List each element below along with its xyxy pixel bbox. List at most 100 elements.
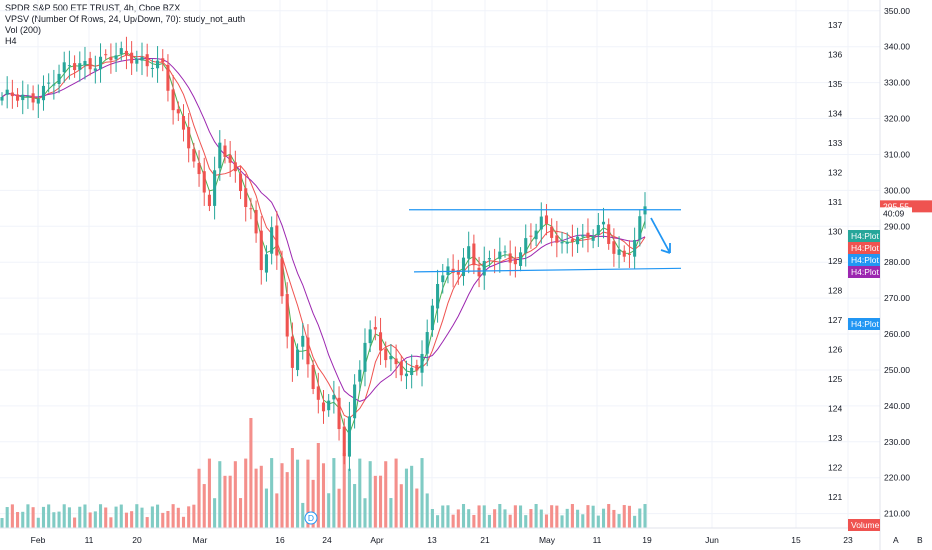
volume-bar: [441, 505, 445, 528]
candle: [290, 336, 294, 368]
candle: [373, 327, 377, 330]
candle: [270, 227, 274, 254]
volume-bar: [420, 458, 424, 528]
volume-bar: [622, 505, 626, 528]
candle: [296, 349, 300, 371]
log-toggle-b[interactable]: B: [917, 535, 923, 545]
candle: [259, 230, 263, 271]
volume-bar: [555, 505, 559, 528]
volume-bar: [529, 509, 533, 528]
volume-bar: [124, 512, 128, 528]
candle: [565, 242, 569, 244]
candle: [622, 250, 626, 257]
price-tick: 300.00: [884, 185, 910, 195]
volume-bar: [513, 505, 517, 528]
secondary-tick: 125: [828, 374, 842, 384]
volume-bar: [228, 475, 232, 528]
volume-bar: [342, 453, 346, 528]
candle: [363, 342, 367, 372]
volume-bar: [446, 505, 450, 528]
date-tick: Feb: [31, 535, 46, 545]
plot-label-bg: [848, 266, 880, 278]
candle: [21, 94, 25, 101]
secondary-tick: 126: [828, 345, 842, 355]
candle: [233, 162, 237, 172]
candle: [524, 238, 528, 253]
plot-label: H4:Plot: [851, 243, 880, 253]
secondary-tick: 132: [828, 168, 842, 178]
price-tick: 220.00: [884, 473, 910, 483]
candle: [156, 60, 160, 69]
secondary-tick: 127: [828, 315, 842, 325]
volume-bar: [93, 511, 97, 528]
volume-bar: [477, 505, 481, 528]
candle: [41, 85, 46, 101]
candle: [410, 367, 414, 376]
candle: [161, 58, 165, 63]
candle: [378, 332, 383, 351]
candle: [503, 251, 507, 253]
candle: [332, 395, 336, 400]
candle: [353, 384, 357, 419]
volume-bar: [47, 504, 51, 528]
countdown-label-bg: [880, 207, 912, 220]
price-tick: 250.00: [884, 365, 910, 375]
volume-bar: [601, 508, 606, 528]
volume-bar: [244, 458, 248, 528]
dividend-marker: [304, 511, 318, 525]
volume-bar: [576, 509, 580, 528]
volume-bar: [114, 506, 118, 528]
volume-bar: [384, 461, 388, 528]
candle: [586, 232, 590, 238]
volume-label: Vol (200): [5, 25, 42, 35]
volume-bar: [487, 514, 491, 528]
candle: [539, 216, 543, 230]
volume-bar: [156, 504, 160, 528]
candle: [461, 257, 466, 277]
candle: [197, 163, 201, 175]
candle: [109, 56, 113, 61]
volume-bar: [451, 514, 455, 528]
candle: [67, 65, 71, 67]
candle: [550, 226, 554, 238]
volume-bar: [135, 504, 139, 528]
secondary-tick: 121: [828, 492, 842, 502]
candle: [244, 188, 248, 208]
volume-bar: [270, 458, 274, 528]
candle: [176, 109, 180, 114]
candle: [228, 155, 232, 163]
candle: [140, 57, 144, 61]
price-tick: 270.00: [884, 293, 910, 303]
volume-bar: [301, 502, 305, 528]
secondary-tick: 123: [828, 433, 842, 443]
volume-bar: [565, 508, 569, 528]
date-tick: Mar: [193, 535, 208, 545]
volume-bar: [130, 511, 134, 528]
volume-bar: [98, 504, 103, 528]
log-toggle-a[interactable]: A: [893, 535, 899, 545]
volume-bar: [88, 512, 92, 528]
candle: [16, 94, 20, 101]
candle: [223, 145, 227, 157]
volume-bar: [544, 514, 549, 528]
candle: [36, 98, 40, 104]
volume-bar: [321, 463, 326, 528]
candle: [62, 62, 66, 73]
candle: [493, 260, 497, 262]
volume-bar: [607, 504, 611, 528]
price-tick: 320.00: [884, 114, 910, 124]
candle: [285, 294, 289, 337]
volume-bar: [410, 465, 414, 528]
candle: [238, 173, 243, 192]
moving-averages: [1, 52, 646, 435]
volume-bar: [290, 448, 294, 528]
volume-bar: [197, 468, 201, 528]
candle: [171, 89, 175, 111]
candle: [389, 355, 393, 360]
volume-bar: [498, 504, 502, 528]
candle: [202, 171, 206, 193]
secondary-tick: 133: [828, 138, 842, 148]
volume-bar: [10, 504, 14, 528]
